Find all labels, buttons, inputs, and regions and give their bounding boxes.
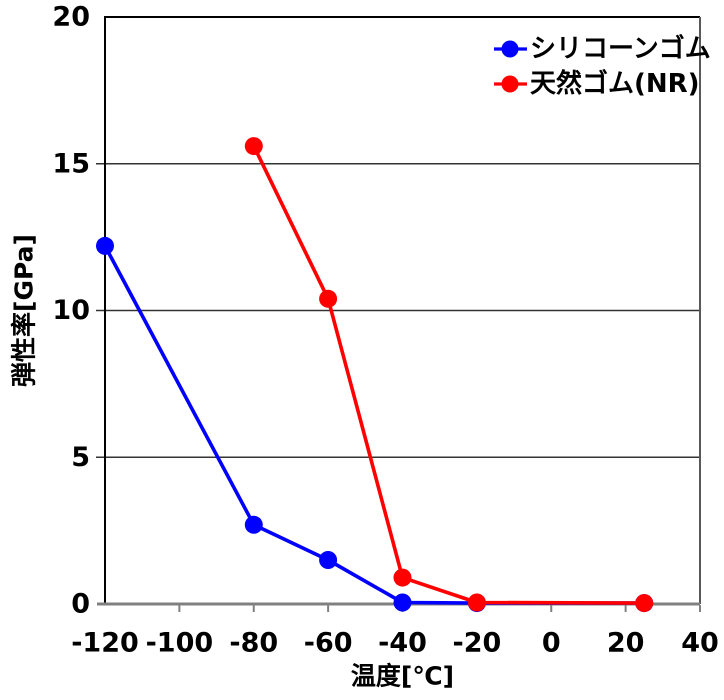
y-tick-label: 10 (52, 295, 90, 326)
data-point-natural-rubber-nr (467, 593, 486, 612)
legend-label: シリコーンゴム (530, 33, 711, 64)
data-point-silicone-rubber (96, 236, 114, 255)
y-tick-label: 15 (52, 148, 90, 179)
x-tick-labels: -120 -100 -80 -60 -40 -20 0 20 40 (71, 628, 719, 659)
data-point-silicone-rubber (319, 551, 338, 569)
series-silicone-rubber (96, 236, 654, 613)
x-tick-label: -20 (452, 628, 501, 659)
y-tick-label: 20 (52, 2, 90, 33)
x-tick-label: 0 (542, 628, 561, 659)
y-axis-title: 弾性率[GPa] (10, 234, 39, 387)
x-tick-label: 20 (607, 628, 645, 659)
legend-circle-marker-icon (501, 75, 519, 93)
legend-circle-marker-icon (501, 40, 519, 58)
y-tick-label: 0 (71, 589, 90, 620)
legend-item-0: シリコーンゴム (494, 33, 711, 64)
legend-item-1: 天然ゴム(NR) (494, 68, 700, 99)
x-axis-title: 温度[℃] (351, 662, 454, 691)
x-ticks (178, 605, 701, 612)
data-point-natural-rubber-nr (319, 289, 338, 308)
y-tick-labels: 0 5 10 15 20 (52, 2, 90, 620)
data-point-silicone-rubber (393, 593, 412, 612)
legend-label: 天然ゴム(NR) (530, 68, 700, 99)
data-point-natural-rubber-nr (244, 137, 263, 156)
gridlines (96, 162, 700, 459)
data-point-natural-rubber-nr (393, 568, 412, 587)
x-tick-label: 40 (681, 628, 719, 659)
x-tick-label: -120 (71, 628, 139, 659)
x-tick-label: -80 (229, 628, 278, 659)
data-point-silicone-rubber (244, 515, 263, 534)
series-line-silicone-rubber (103, 244, 647, 605)
x-tick-label: -60 (304, 628, 353, 659)
y-tick-label: 5 (71, 442, 90, 473)
data-point-natural-rubber-nr (635, 594, 654, 613)
series-natural-rubber-nr (244, 137, 654, 613)
x-tick-label: -100 (146, 628, 214, 659)
series-line-natural-rubber-nr (252, 144, 647, 605)
x-tick-label: -40 (378, 628, 427, 659)
